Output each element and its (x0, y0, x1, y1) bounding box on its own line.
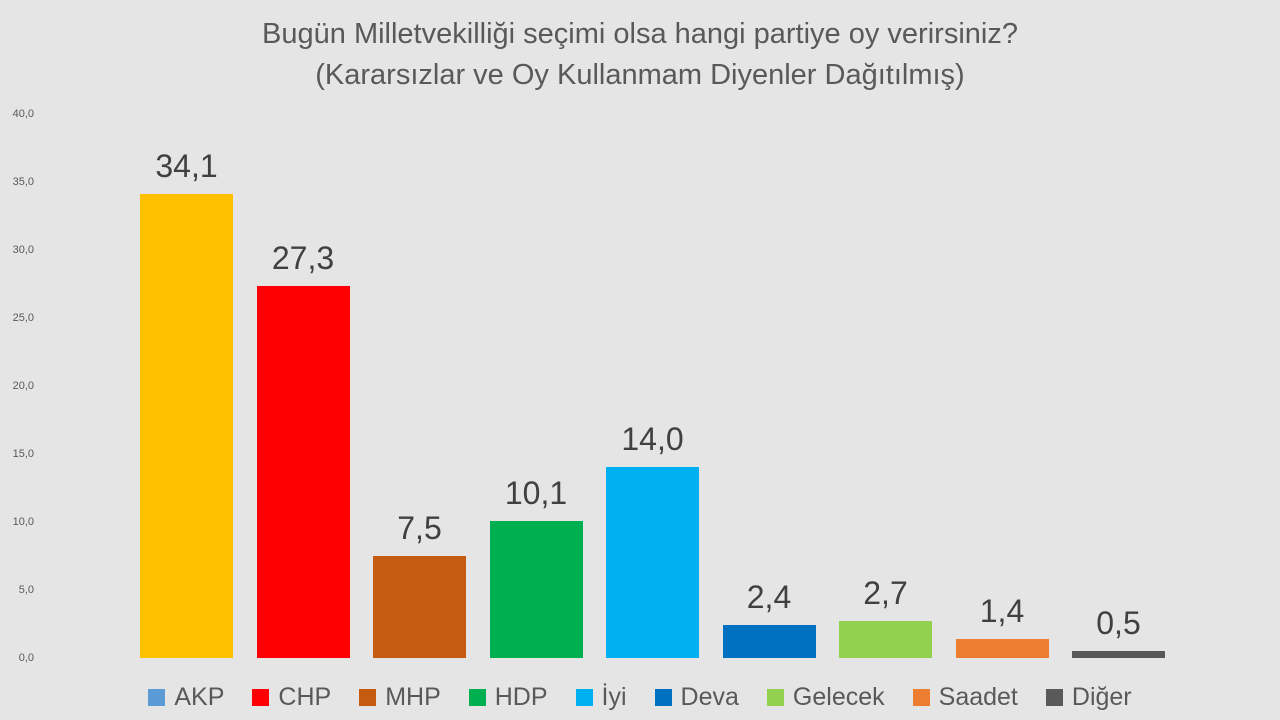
y-tick-label: 25,0 (12, 311, 34, 324)
legend-item-AKP: AKP (148, 682, 224, 712)
chart-title-line1: Bugün Milletvekilliği seçimi olsa hangi … (262, 18, 1018, 50)
chart-title: Bugün Milletvekilliği seçimi olsa hangi … (0, 14, 1280, 96)
bar-Diğer (1072, 651, 1165, 658)
legend-swatch-icon (654, 688, 672, 706)
legend-label: Deva (680, 683, 739, 711)
bar-value-label: 2,4 (746, 579, 792, 616)
legend-swatch-icon (912, 688, 930, 706)
legend-item-HDP: HDP (468, 682, 548, 712)
y-tick-label: 5,0 (18, 583, 34, 596)
bar-Gelecek (839, 621, 932, 658)
legend-label: AKP (174, 683, 225, 711)
y-tick-label: 30,0 (12, 243, 34, 256)
bar-value-label: 2,7 (863, 575, 908, 612)
bar-value-label: 14,0 (621, 421, 684, 458)
legend-label: Saadet (938, 683, 1018, 711)
bar-HDP (489, 520, 583, 658)
bar-value-label: 34,1 (155, 147, 218, 184)
y-tick-label: 35,0 (12, 175, 34, 188)
y-tick-label: 40,0 (12, 107, 34, 120)
legend-swatch-icon (766, 688, 784, 706)
legend-swatch-icon (575, 688, 593, 706)
bar-value-label: 1,4 (979, 592, 1025, 629)
legend-item-Diğer: Diğer (1045, 682, 1132, 712)
chart-title-line2: (Kararsızlar ve Oy Kullanmam Diyenler Da… (315, 59, 965, 91)
bar-İyi (606, 467, 699, 658)
legend-swatch-icon (359, 688, 377, 706)
y-tick-label: 0,0 (18, 652, 34, 664)
legend-item-İyi: İyi (575, 682, 627, 712)
legend-item-CHP: CHP (252, 682, 331, 712)
bar-value-label: 0,5 (1096, 605, 1141, 642)
y-tick-label: 10,0 (12, 515, 34, 528)
y-tick-label: 20,0 (12, 379, 34, 392)
bar-value-label: 7,5 (397, 509, 442, 546)
legend: AKP CHP MHP HDP İyi Deva Gelecek Saadet Diğer (0, 682, 1280, 712)
bar-AKP (140, 193, 233, 658)
y-tick-label: 15,0 (12, 447, 34, 460)
bar-value-label: 27,3 (271, 240, 335, 277)
bar-MHP (373, 555, 466, 658)
legend-label: Diğer (1071, 683, 1132, 711)
legend-swatch-icon (1045, 688, 1063, 706)
legend-item-Deva: Deva (654, 682, 739, 712)
legend-swatch-icon (468, 688, 486, 706)
legend-item-MHP: MHP (359, 682, 441, 712)
legend-item-Gelecek: Gelecek (766, 682, 885, 712)
legend-label: İyi (601, 683, 627, 711)
bar-Deva (722, 625, 816, 658)
legend-label: MHP (385, 683, 441, 711)
legend-label: Gelecek (792, 683, 885, 711)
legend-swatch-icon (148, 688, 166, 706)
legend-label: CHP (278, 683, 332, 711)
legend-item-Saadet: Saadet (912, 682, 1018, 712)
bar-CHP (256, 286, 350, 658)
bar-value-label: 10,1 (504, 474, 568, 511)
legend-swatch-icon (252, 688, 270, 706)
bar-Saadet (955, 638, 1049, 658)
legend-label: HDP (494, 683, 548, 711)
